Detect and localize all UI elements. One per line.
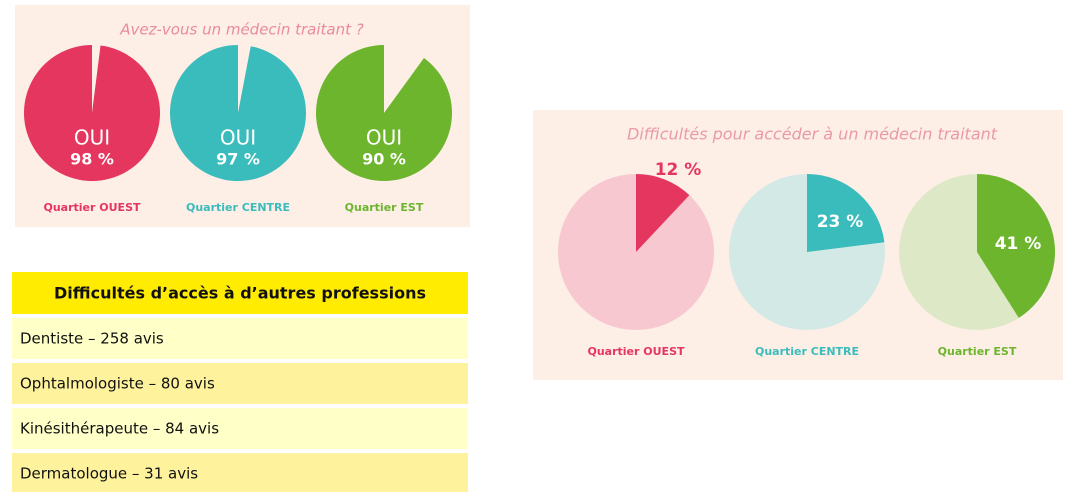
table-cell: Kinésithérapeute – 84 avis <box>20 420 219 438</box>
pie-slice <box>169 44 306 181</box>
value-label: 23 % <box>817 212 864 232</box>
table-row <box>12 363 468 404</box>
table-header-text: Difficultés d’accès à d’autres professio… <box>54 284 426 303</box>
answer-label: OUI <box>220 126 256 150</box>
value-label: 90 % <box>362 150 406 169</box>
pie-slice <box>315 45 452 181</box>
table-header <box>12 272 468 314</box>
answer-label: OUI <box>74 126 110 150</box>
value-label: 98 % <box>70 150 114 169</box>
table-row <box>12 453 468 494</box>
category-label: Quartier EST <box>938 345 1017 358</box>
table-row <box>12 318 468 359</box>
table-row <box>12 408 468 449</box>
value-label: 97 % <box>216 150 260 169</box>
value-label: 12 % <box>655 160 702 180</box>
category-label: Quartier OUEST <box>44 201 141 214</box>
pie-slice <box>807 174 885 252</box>
table-cell: Dermatologue – 31 avis <box>20 465 198 483</box>
table-cell: Ophtalmologiste – 80 avis <box>20 375 215 393</box>
table-cell: Dentiste – 258 avis <box>20 330 164 348</box>
answer-label: OUI <box>366 126 402 150</box>
category-label: Quartier CENTRE <box>186 201 290 214</box>
pie-slice <box>23 44 160 181</box>
pie-slice <box>977 174 1055 318</box>
chart-title: Avez-vous un médecin traitant ? <box>119 21 363 39</box>
pie-slice <box>636 174 690 252</box>
category-label: Quartier OUEST <box>588 345 685 358</box>
category-label: Quartier CENTRE <box>755 345 859 358</box>
category-label: Quartier EST <box>345 201 424 214</box>
value-label: 41 % <box>995 234 1042 254</box>
chart-title: Difficultés pour accéder à un médecin tr… <box>627 125 998 144</box>
